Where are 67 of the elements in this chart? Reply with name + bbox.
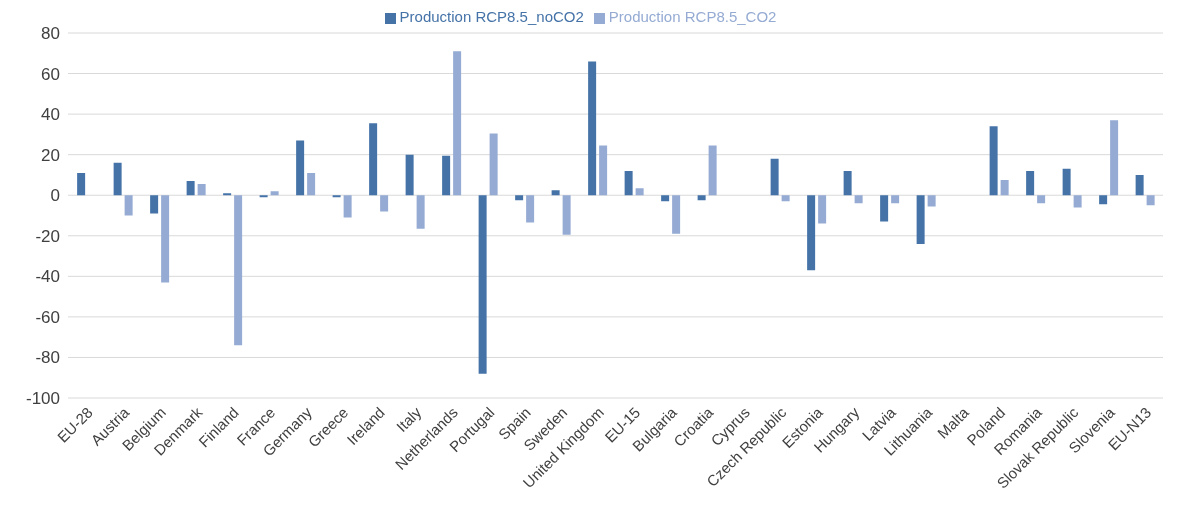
- bar: [770, 158, 779, 196]
- bar: [1026, 170, 1035, 196]
- bar: [672, 195, 681, 234]
- bar: [697, 195, 706, 201]
- bar: [708, 145, 717, 196]
- bar: [416, 195, 425, 229]
- bar: [1099, 195, 1108, 205]
- y-tick-label: 20: [41, 145, 60, 165]
- bar: [161, 195, 170, 283]
- bar: [562, 195, 571, 235]
- legend-label: Production RCP8.5_CO2: [608, 8, 777, 25]
- bar: [891, 195, 900, 204]
- bar: [442, 155, 451, 196]
- bar: [270, 191, 279, 196]
- bar: [588, 61, 597, 196]
- bar: [343, 195, 352, 218]
- bar: [635, 188, 644, 196]
- bar: [197, 184, 206, 196]
- bar: [551, 190, 560, 196]
- y-tick-label: -40: [35, 267, 60, 287]
- y-tick-label: -100: [25, 389, 60, 409]
- bar: [369, 123, 378, 196]
- bar: [1073, 195, 1082, 208]
- y-tick-label: 60: [41, 64, 60, 84]
- bar: [1037, 195, 1046, 204]
- bar: [1062, 168, 1071, 196]
- bar: [661, 195, 670, 202]
- bar: [989, 126, 998, 196]
- y-tick-label: 0: [50, 186, 60, 206]
- bar: [818, 195, 827, 224]
- bar: [843, 170, 852, 196]
- bar: [854, 195, 863, 204]
- bar: [380, 195, 389, 212]
- bar: [1146, 195, 1155, 206]
- bar: [150, 195, 159, 214]
- y-tick-label: 40: [41, 105, 60, 125]
- bar: [453, 51, 462, 196]
- bar: [781, 195, 790, 202]
- bar: [77, 172, 86, 196]
- bar: [1110, 120, 1119, 196]
- y-tick-label: 80: [41, 24, 60, 44]
- bar: [526, 195, 535, 223]
- bar: [307, 172, 316, 196]
- bar: [124, 195, 133, 216]
- bar: [186, 181, 195, 196]
- bar: [916, 195, 925, 244]
- bar: [1135, 174, 1144, 196]
- y-tick-label: -80: [35, 348, 60, 368]
- bar: [1000, 180, 1009, 196]
- bar: [624, 170, 633, 196]
- bar: [807, 195, 816, 271]
- bar: [515, 195, 524, 201]
- bar: [234, 195, 243, 346]
- bar: [296, 140, 305, 196]
- bar: [927, 195, 936, 207]
- bar: [332, 195, 341, 198]
- bar: [599, 145, 608, 196]
- bar: [223, 193, 232, 196]
- bar: [478, 195, 487, 374]
- legend-label: Production RCP8.5_noCO2: [399, 8, 584, 25]
- bar: [259, 195, 268, 198]
- bar: [113, 162, 122, 196]
- bar: [405, 154, 414, 196]
- bar: [880, 195, 889, 222]
- bar: [489, 133, 498, 196]
- y-tick-label: -60: [35, 307, 60, 327]
- y-tick-label: -20: [35, 226, 60, 246]
